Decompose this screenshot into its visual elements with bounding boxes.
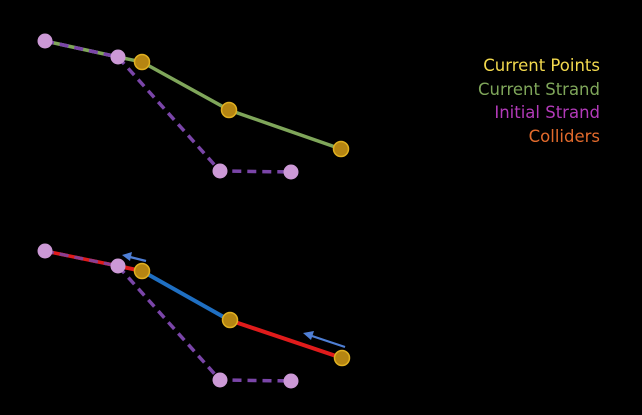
- top-initial-point-1: [37, 33, 53, 49]
- top-current-point-3: [332, 140, 350, 158]
- bottom-panel: [37, 243, 351, 389]
- bottom-initial-point-4: [283, 373, 299, 389]
- bottom-initial-point-1: [37, 243, 53, 259]
- top-current-strand-line: [44, 39, 342, 151]
- bottom-current-point-1: [133, 262, 151, 280]
- legend-colliders: Colliders: [528, 126, 600, 146]
- bottom-shared-segment-dash: [44, 249, 119, 268]
- bottom-current-point-2: [221, 311, 239, 329]
- top-initial-point-3: [212, 163, 228, 179]
- bottom-initial-point-3: [212, 372, 228, 388]
- top-shared-segment-dash: [44, 39, 119, 59]
- bottom-initial-point-2: [110, 258, 126, 274]
- legend-current-points: Current Points: [483, 56, 600, 75]
- top-initial-strand-line: [44, 39, 292, 174]
- bottom-blue-segment: [141, 269, 230, 322]
- top-initial-point-4: [283, 164, 299, 180]
- bottom-initial-strand-line: [44, 249, 292, 383]
- bottom-arrow-2-icon: [303, 331, 346, 349]
- bottom-collider-segment-3: [228, 318, 343, 360]
- legend-initial-strand: Initial Strand: [494, 103, 600, 122]
- top-initial-point-2: [110, 49, 126, 65]
- top-current-point-2: [220, 101, 238, 119]
- legend-current-strand: Current Strand: [478, 79, 600, 99]
- bottom-current-point-3: [333, 349, 351, 367]
- bottom-arrow-1-icon: [122, 252, 147, 263]
- top-panel: [37, 33, 350, 180]
- top-current-point-1: [133, 53, 151, 71]
- legend: Current Points Current Strand Initial St…: [478, 54, 600, 148]
